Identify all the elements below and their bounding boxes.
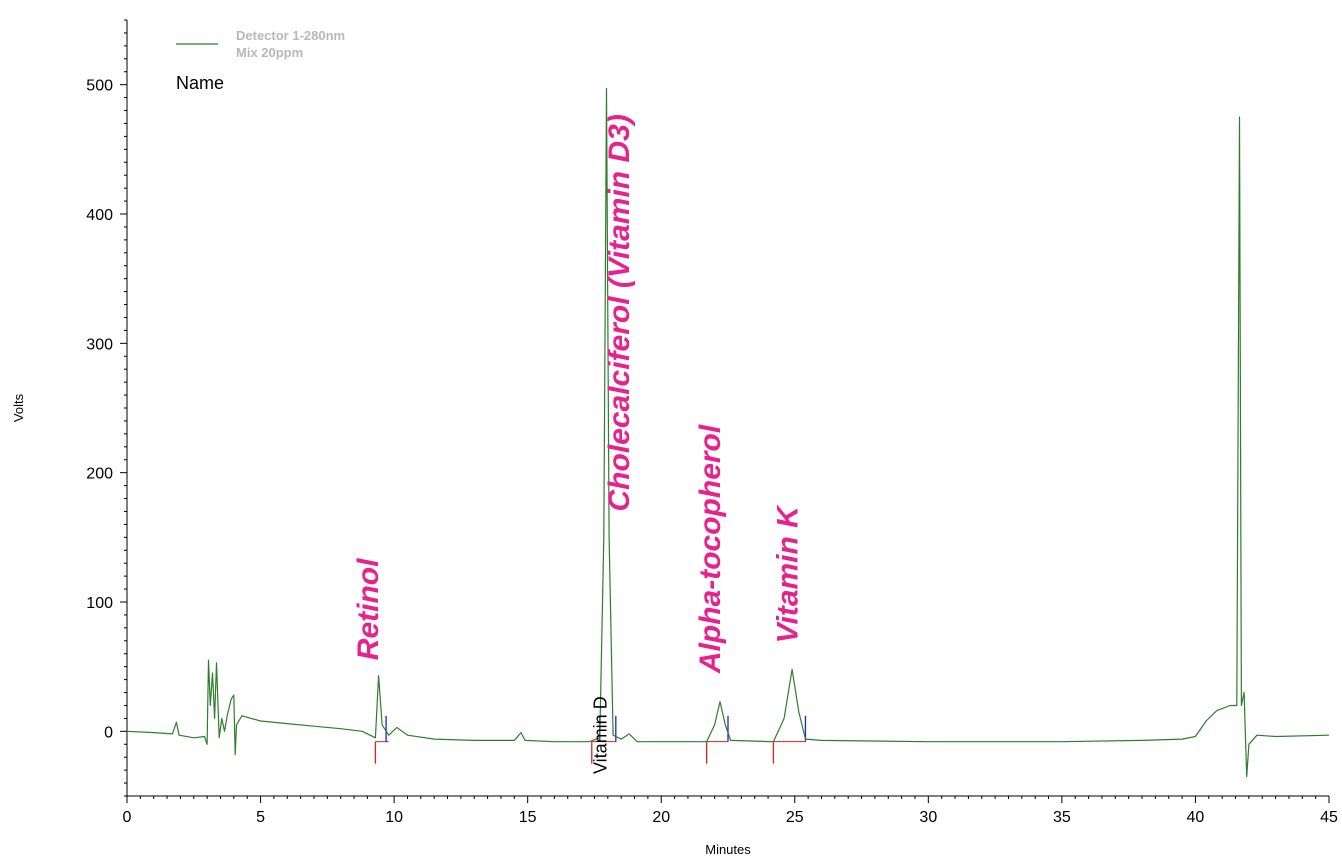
x-axis-title: Minutes xyxy=(705,842,751,857)
x-tick-label: 10 xyxy=(385,809,403,826)
legend-entry: Detector 1-280nm xyxy=(236,28,345,43)
legend-header: Name xyxy=(176,73,224,93)
x-tick-label: 30 xyxy=(919,809,937,826)
y-tick-label: 200 xyxy=(86,466,113,483)
annotations: Retinol Cholecalciferol (Vitamin D3) Alpha… xyxy=(352,114,804,774)
x-tick-label: 15 xyxy=(519,809,537,826)
series-line xyxy=(126,87,1330,778)
x-tick-label: 45 xyxy=(1320,809,1338,826)
legend-entry: Mix 20ppm xyxy=(236,45,303,60)
y-tick-label: 400 xyxy=(86,207,113,224)
peak-label: Cholecalciferol (Vitamin D3) xyxy=(603,114,636,511)
x-tick-label: 5 xyxy=(256,809,265,826)
peak-label: Vitamin K xyxy=(771,504,804,644)
x-tick-label: 40 xyxy=(1187,809,1205,826)
y-tick-label: 300 xyxy=(86,336,113,353)
axis-ticks: 0 5 10 15 20 25 30 35 40 45 0 100 200 300 400 500 xyxy=(86,19,1338,826)
peak-label: Alpha-tocopherol xyxy=(694,424,727,674)
y-tick-label: 500 xyxy=(86,78,113,95)
x-tick-label: 35 xyxy=(1053,809,1071,826)
legend: Detector 1-280nm Mix 20ppm Name xyxy=(176,28,345,93)
peak-label: Vitamin D xyxy=(591,696,611,774)
series-group xyxy=(126,87,1330,778)
x-tick-label: 25 xyxy=(786,809,804,826)
peak-label: Retinol xyxy=(352,558,385,660)
y-tick-label: 100 xyxy=(86,595,113,612)
x-tick-label: 20 xyxy=(652,809,670,826)
y-tick-label: 0 xyxy=(104,724,113,741)
x-tick-label: 0 xyxy=(123,809,132,826)
axes xyxy=(126,20,1329,797)
y-axis-title: Volts xyxy=(11,393,26,422)
